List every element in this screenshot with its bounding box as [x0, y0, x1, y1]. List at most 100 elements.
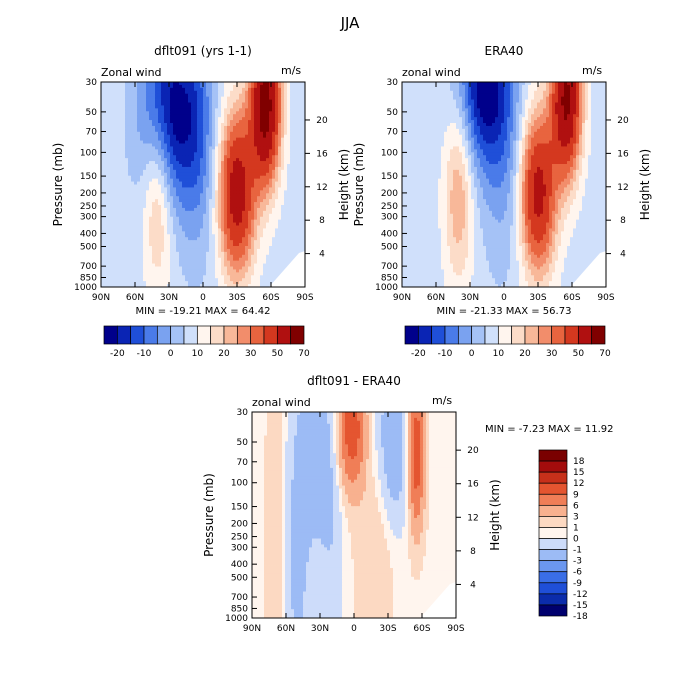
field-cell — [188, 172, 192, 177]
field-cell — [146, 187, 150, 191]
field-cell — [197, 248, 201, 253]
field-cell — [239, 219, 243, 223]
field-cell — [290, 114, 294, 118]
field-cell — [191, 158, 195, 162]
field-cell — [284, 117, 288, 121]
field-cell — [104, 146, 108, 150]
field-cell — [272, 219, 276, 223]
field-cell — [143, 175, 147, 180]
field-cell — [221, 125, 225, 130]
field-cell — [218, 251, 222, 256]
field-cell — [188, 161, 192, 165]
field-cell — [266, 248, 270, 253]
field-cell — [140, 158, 144, 162]
field-cell — [128, 140, 132, 144]
field-cell — [185, 187, 189, 191]
field-cell — [251, 248, 255, 253]
field-cell — [260, 205, 264, 209]
field-cell — [251, 82, 255, 86]
field-cell — [158, 152, 162, 156]
field-cell — [218, 96, 222, 100]
field-cell — [185, 128, 189, 133]
field-cell — [272, 134, 276, 139]
field-cell — [107, 96, 111, 100]
field-cell — [200, 263, 204, 267]
field-cell — [284, 210, 288, 215]
field-cell — [251, 269, 255, 273]
field-cell — [260, 199, 264, 203]
field-cell — [254, 225, 258, 229]
field-cell — [125, 243, 129, 247]
field-cell — [290, 205, 294, 209]
field-cell — [173, 161, 177, 165]
field-cell — [462, 82, 466, 86]
field-cell — [266, 219, 270, 223]
field-cell — [167, 237, 171, 241]
field-cell — [242, 187, 246, 191]
field-cell — [101, 114, 105, 118]
field-cell — [257, 172, 261, 177]
field-cell — [164, 117, 168, 121]
field-cell — [119, 269, 123, 273]
field-cell — [203, 251, 207, 256]
field-cell — [119, 237, 123, 241]
field-cell — [164, 225, 168, 229]
field-cell — [176, 131, 180, 136]
field-cell — [215, 275, 219, 279]
field-cell — [278, 272, 282, 276]
field-cell — [209, 205, 213, 209]
field-cell — [248, 178, 252, 182]
field-cell — [128, 257, 132, 262]
field-cell — [122, 84, 126, 89]
field-cell — [200, 237, 204, 241]
field-cell — [149, 196, 153, 200]
field-cell — [597, 84, 601, 89]
field-cell — [161, 131, 165, 136]
field-cell — [140, 108, 144, 112]
field-cell — [257, 254, 261, 259]
field-cell — [113, 251, 117, 256]
field-cell — [122, 278, 126, 282]
field-cell — [239, 272, 243, 276]
field-cell — [248, 117, 252, 121]
field-cell — [191, 169, 195, 174]
field-cell — [284, 251, 288, 256]
field-cell — [122, 181, 126, 185]
field-cell — [104, 120, 108, 124]
field-cell — [230, 260, 234, 264]
field-cell — [137, 120, 141, 124]
field-cell — [245, 190, 249, 194]
field-cell — [293, 240, 297, 244]
field-cell — [101, 108, 105, 112]
field-cell — [299, 134, 303, 139]
field-cell — [209, 87, 213, 92]
field-cell — [179, 128, 183, 133]
field-cell — [215, 105, 219, 109]
field-cell — [281, 96, 285, 100]
field-cell — [170, 158, 174, 162]
field-cell — [275, 102, 279, 106]
field-cell — [191, 99, 195, 103]
field-cell — [185, 87, 189, 92]
field-cell — [302, 225, 306, 229]
field-cell — [107, 99, 111, 103]
field-cell — [239, 251, 243, 256]
field-cell — [170, 272, 174, 276]
field-cell — [290, 102, 294, 106]
field-cell — [278, 257, 282, 262]
field-cell — [167, 272, 171, 276]
field-cell — [299, 196, 303, 200]
field-cell — [218, 123, 222, 127]
field-cell — [140, 266, 144, 270]
field-cell — [188, 254, 192, 259]
field-cell — [215, 216, 219, 221]
field-cell — [299, 108, 303, 112]
field-cell — [266, 281, 270, 285]
field-cell — [507, 84, 511, 89]
field-cell — [191, 216, 195, 221]
field-cell — [254, 96, 258, 100]
field-cell — [227, 260, 231, 264]
field-cell — [170, 146, 174, 150]
field-cell — [248, 184, 252, 188]
field-cell — [215, 161, 219, 165]
